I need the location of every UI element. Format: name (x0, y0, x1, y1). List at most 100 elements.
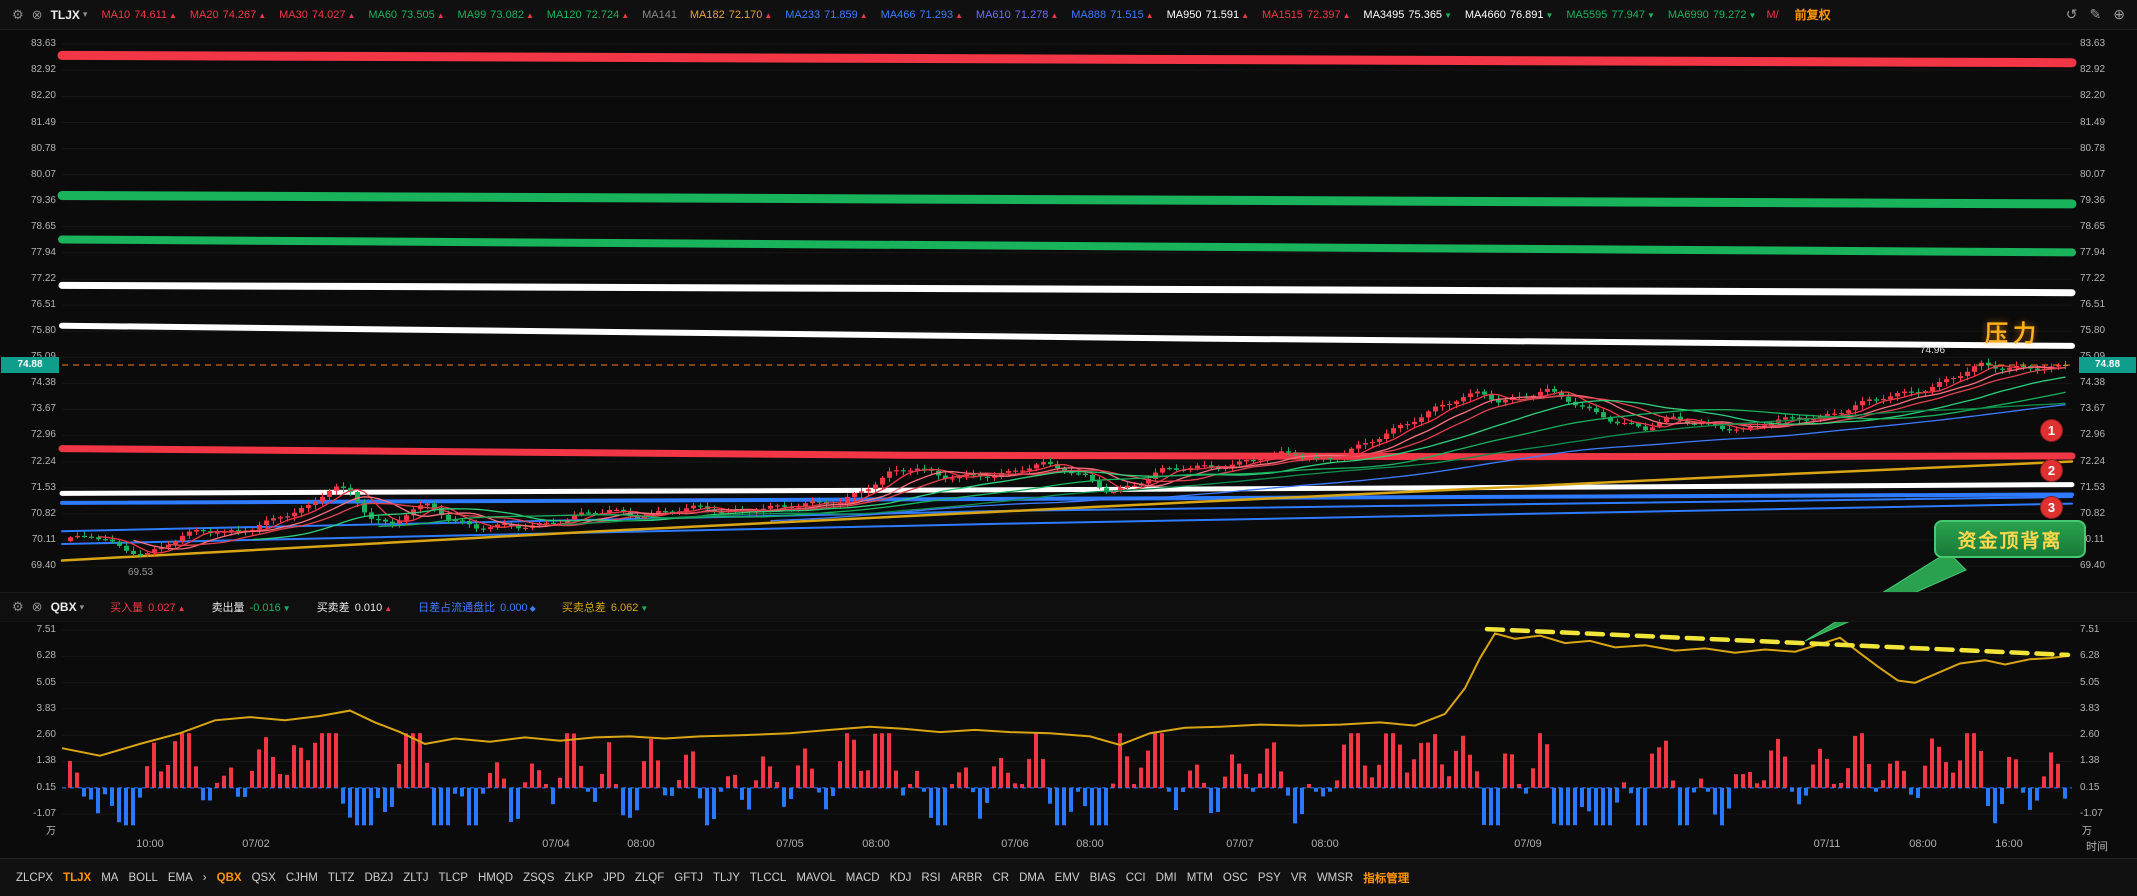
ma-value: 74.611 (134, 8, 168, 21)
indicator-tab-PSY[interactable]: PSY (1257, 871, 1281, 884)
indicator-tab-JPD[interactable]: JPD (603, 871, 625, 884)
indicator-tab-›[interactable]: › (202, 871, 207, 884)
up-triangle-icon: ▲ (1050, 10, 1059, 20)
ma-indicator-MA888[interactable]: MA888 71.515 ▲ (1071, 9, 1153, 21)
indicator-tab-OSC[interactable]: OSC (1222, 871, 1248, 884)
ma-truncated-label: M/ (1766, 8, 1779, 21)
ma-label: MA182 (689, 8, 725, 21)
ma-label: MA120 (546, 8, 582, 21)
qbx-field-日差占流通盘比[interactable]: 日差占流通盘比 0.000 ◆ (418, 599, 536, 615)
ma-indicator-MA233[interactable]: MA233 71.859 ▲ (785, 9, 867, 21)
add-icon[interactable]: ⊕ (2113, 6, 2125, 22)
time-label: 10:00 (136, 838, 164, 850)
indicator-tab-WMSR[interactable]: WMSR (1316, 871, 1354, 884)
ma-value: 71.859 (824, 8, 858, 21)
down-triangle-icon: ▼ (640, 604, 649, 613)
ma-indicator-MA3495[interactable]: MA3495 75.365 ▼ (1363, 9, 1452, 21)
indicator-tab-TLJX[interactable]: TLJX (63, 871, 92, 884)
axis-label-right: 76.51 (2080, 299, 2106, 311)
axis-label-right: 82.20 (2080, 90, 2106, 102)
close-indicator-icon[interactable]: ⊗ (31, 6, 43, 22)
ma-indicator-MA950[interactable]: MA950 71.591 ▲ (1167, 9, 1249, 21)
indicator-tab-ZLKP[interactable]: ZLKP (564, 871, 594, 884)
indicator-tab-RSI[interactable]: RSI (921, 871, 941, 884)
ma-indicator-MA120[interactable]: MA120 72.724 ▲ (547, 9, 629, 21)
qbx-field-买卖差[interactable]: 买卖差 0.010 ▲ (317, 599, 392, 615)
ma-indicator-MA1515[interactable]: MA1515 72.397 ▲ (1262, 9, 1351, 21)
time-label: 08:00 (627, 838, 655, 850)
indicator-tab-DMI[interactable]: DMI (1155, 871, 1177, 884)
indicator-tab-MTM[interactable]: MTM (1186, 871, 1213, 884)
qbx-field-买卖总差[interactable]: 买卖总差 6.062 ▼ (562, 599, 648, 615)
ma-label: MA5595 (1566, 8, 1608, 21)
close-indicator-icon[interactable]: ⊗ (31, 599, 43, 614)
axis-label-left: 74.38 (30, 377, 56, 389)
ma-indicator-MA4660[interactable]: MA4660 76.891 ▼ (1465, 9, 1554, 21)
qbx-field-卖出量[interactable]: 卖出量 -0.016 ▼ (212, 599, 291, 615)
indicator-tab-ZSQS[interactable]: ZSQS (523, 871, 555, 884)
axis-label-right: 83.63 (2080, 38, 2106, 49)
axis-label-left: 82.92 (30, 64, 56, 76)
indicator-tab-TLTZ[interactable]: TLTZ (327, 871, 355, 884)
chevron-down-icon[interactable]: ▾ (82, 9, 88, 19)
indicator-tab-CCI[interactable]: CCI (1125, 871, 1146, 884)
indicator-tab-EMA[interactable]: EMA (167, 871, 193, 884)
qbx-field-买入量[interactable]: 买入量 0.027 ▲ (110, 599, 185, 615)
indicator-tab-ZLTJ[interactable]: ZLTJ (403, 871, 429, 884)
ma-level-line (58, 445, 2076, 461)
indicator-tab-BOLL[interactable]: BOLL (128, 871, 158, 884)
price-adjust-mode-button[interactable]: 前复权 (1794, 8, 1831, 22)
qbx-label: 卖出量 (211, 602, 245, 614)
main-indicator-name[interactable]: TLJX (50, 7, 80, 22)
sub-indicator-name[interactable]: QBX (50, 600, 77, 614)
ma-level-line (59, 322, 2075, 349)
indicator-tab-TLJY[interactable]: TLJY (713, 871, 740, 884)
indicator-tab-MA[interactable]: MA (101, 871, 119, 884)
indicator-tab-VR[interactable]: VR (1290, 871, 1307, 884)
chevron-down-icon[interactable]: ▾ (79, 601, 85, 612)
ma-indicator-MA5595[interactable]: MA5595 77.947 ▼ (1566, 9, 1655, 21)
indicator-tab-BIAS[interactable]: BIAS (1089, 871, 1116, 884)
indicator-tab-MACD[interactable]: MACD (845, 871, 880, 884)
indicator-tab-TLCP[interactable]: TLCP (438, 871, 468, 884)
indicator-tab-ZLQF[interactable]: ZLQF (634, 871, 665, 884)
ma-label: MA3495 (1363, 8, 1405, 21)
indicator-tab-MAVOL[interactable]: MAVOL (796, 871, 836, 884)
axis-label-right: 75.80 (2080, 325, 2106, 337)
ma-indicator-MA466[interactable]: MA466 71.293 ▲ (881, 9, 963, 21)
ma-indicator-MA60[interactable]: MA60 73.505 ▲ (368, 9, 444, 21)
indicator-tab-QBX[interactable]: QBX (216, 871, 242, 884)
indicator-tab-DBZJ[interactable]: DBZJ (364, 871, 394, 884)
indicator-tab-KDJ[interactable]: KDJ (889, 871, 912, 884)
indicator-tab-DMA[interactable]: DMA (1019, 871, 1045, 884)
settings-gear-icon[interactable]: ⚙ (12, 6, 24, 22)
down-triangle-icon: ▼ (1647, 10, 1655, 20)
axis-label-right: 1.38 (2080, 755, 2100, 767)
time-label: 08:00 (1076, 838, 1104, 850)
undo-icon[interactable]: ↺ (2065, 6, 2078, 22)
ma-indicator-MA610[interactable]: MA610 71.278 ▲ (976, 9, 1058, 21)
ma-label: MA6990 (1667, 8, 1709, 21)
indicator-tab-QSX[interactable]: QSX (251, 871, 276, 884)
indicator-tab-ZLCPX[interactable]: ZLCPX (16, 871, 54, 884)
ma-indicator-MA6990[interactable]: MA6990 79.272 ▼ (1668, 9, 1757, 21)
indicator-tab-GFTJ[interactable]: GFTJ (674, 871, 704, 884)
edit-icon[interactable]: ✎ (2089, 6, 2102, 22)
settings-gear-icon[interactable]: ⚙ (12, 599, 24, 614)
ma-indicator-MA10[interactable]: MA10 74.611 ▲ (101, 9, 177, 21)
indicator-tab-EMV[interactable]: EMV (1054, 871, 1080, 884)
ma-indicator-MA20[interactable]: MA20 74.267 ▲ (190, 9, 266, 21)
indicator-tab-TLCCL[interactable]: TLCCL (749, 871, 787, 884)
ma-values-list: MA10 74.611 ▲ MA20 74.267 ▲ MA30 74.027 ▲ MA60 73.… (101, 9, 1756, 21)
indicator-tab-CR[interactable]: CR (992, 871, 1010, 884)
ma-indicator-MA141[interactable]: MA141 (642, 9, 677, 21)
indicator-tab-ARBR[interactable]: ARBR (950, 871, 983, 884)
ma-indicator-MA182[interactable]: MA182 72.170 ▲ (690, 9, 772, 21)
recent-high-label: 74.96 (1920, 345, 1946, 356)
indicator-tab-HMQD[interactable]: HMQD (477, 871, 514, 884)
indicator-tab-CJHM[interactable]: CJHM (285, 871, 318, 884)
ma-indicator-MA30[interactable]: MA30 74.027 ▲ (279, 9, 355, 21)
indicator-tab-指标管理[interactable]: 指标管理 (1363, 872, 1410, 885)
ma-indicator-MA99[interactable]: MA99 73.082 ▲ (458, 9, 534, 21)
